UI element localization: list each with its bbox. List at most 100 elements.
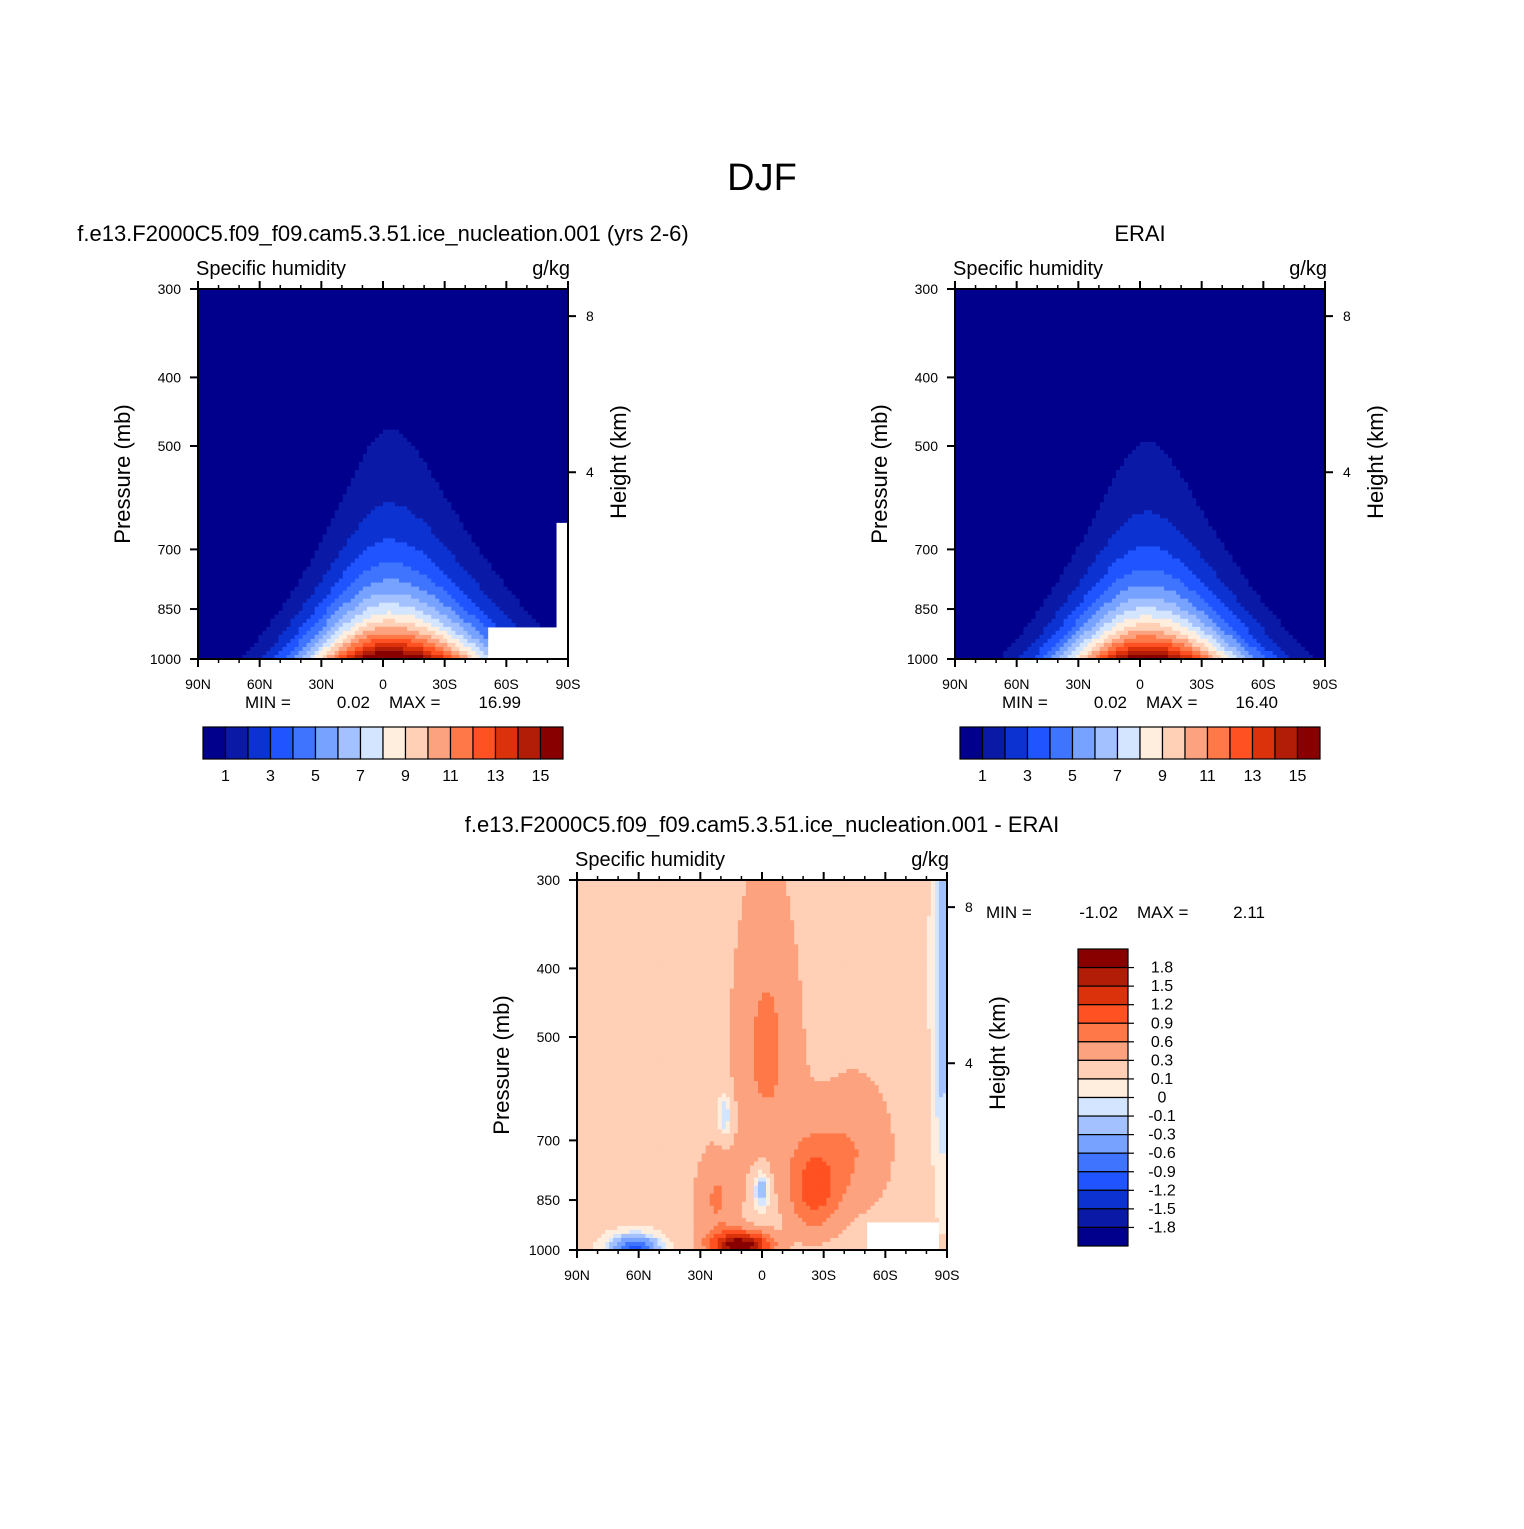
contour-cell [306, 622, 312, 628]
contour-cell [358, 337, 364, 342]
contour-cell [298, 646, 304, 652]
contour-cell [270, 401, 276, 407]
contour-cell [407, 526, 412, 531]
contour-cell [226, 337, 231, 342]
contour-cell [383, 566, 388, 572]
contour-cell [302, 610, 308, 616]
contour-cell [250, 305, 255, 310]
contour-cell [258, 409, 263, 415]
contour-cell [218, 465, 223, 471]
contour-cell [378, 514, 384, 519]
contour-cell [270, 309, 276, 314]
contour-cell [403, 530, 408, 535]
contour-cell [326, 405, 332, 411]
contour-cell [346, 506, 352, 511]
contour-cell [242, 317, 247, 322]
contour-cell [274, 542, 280, 547]
contour-cell [242, 594, 247, 600]
contour-cell [234, 421, 239, 427]
contour-cell [294, 357, 300, 362]
contour-cell [202, 445, 207, 451]
contour-cell [415, 309, 420, 314]
contour-cell [358, 626, 364, 632]
contour-cell [346, 369, 352, 375]
contour-cell [387, 538, 392, 543]
contour-cell [254, 502, 259, 507]
contour-cell [407, 337, 412, 342]
contour-cell [266, 494, 271, 499]
contour-cell [330, 429, 336, 435]
contour-cell [302, 510, 308, 515]
contour-cell [234, 590, 239, 596]
contour-cell [234, 461, 239, 467]
contour-cell [302, 578, 308, 584]
contour-cell [302, 530, 308, 535]
contour-cell [358, 522, 364, 527]
contour-cell [338, 538, 344, 543]
contour-cell [202, 530, 207, 535]
contour-cell [407, 325, 412, 330]
contour-cell [346, 494, 352, 499]
contour-cell [262, 337, 267, 342]
contour-cell [274, 546, 280, 552]
contour-cell [387, 590, 392, 596]
contour-cell [330, 401, 336, 407]
contour-cell [222, 514, 227, 519]
contour-cell [262, 305, 267, 310]
contour-cell [374, 405, 380, 411]
contour-cell [399, 554, 404, 560]
contour-cell [403, 321, 408, 326]
contour-cell [334, 646, 340, 652]
contour-cell [362, 578, 368, 584]
contour-cell [350, 650, 356, 656]
contour-cell [242, 305, 247, 310]
contour-cell [242, 381, 247, 387]
contour-cell [246, 490, 251, 495]
contour-cell [407, 465, 412, 471]
contour-cell [354, 381, 360, 387]
contour-cell [383, 393, 388, 399]
contour-cell [278, 325, 284, 330]
contour-cell [350, 514, 356, 519]
contour-cell [358, 341, 364, 346]
contour-cell [362, 538, 368, 543]
contour-cell [230, 317, 235, 322]
contour-cell [350, 357, 356, 362]
contour-cell [222, 534, 227, 539]
contour-cell [326, 385, 332, 391]
contour-cell [222, 445, 227, 451]
contour-cell [286, 309, 292, 314]
contour-cell [206, 646, 211, 652]
contour-cell [298, 514, 304, 519]
contour-cell [202, 618, 207, 624]
contour-cell [314, 598, 320, 604]
contour-cell [234, 289, 239, 294]
contour-cell [318, 594, 324, 600]
contour-cell [342, 498, 348, 503]
contour-cell [270, 461, 276, 467]
contour-cell [358, 457, 364, 463]
contour-cell [354, 542, 360, 547]
contour-cell [262, 461, 267, 467]
contour-cell [403, 534, 408, 539]
contour-cell [258, 301, 263, 306]
contour-cell [346, 297, 352, 302]
contour-cell [383, 522, 388, 527]
contour-cell [290, 566, 296, 572]
contour-cell [330, 405, 336, 411]
contour-cell [378, 441, 384, 447]
contour-cell [306, 349, 312, 354]
contour-cell [258, 602, 263, 608]
contour-cell [262, 542, 267, 547]
contour-cell [334, 634, 340, 640]
contour-cell [342, 590, 348, 596]
contour-cell [234, 385, 239, 391]
contour-cell [254, 626, 259, 632]
contour-cell [383, 498, 388, 503]
contour-cell [286, 570, 292, 576]
contour-cell [230, 590, 235, 596]
contour-cell [330, 574, 336, 580]
contour-cell [282, 522, 288, 527]
contour-cell [395, 381, 400, 387]
contour-cell [383, 461, 388, 467]
